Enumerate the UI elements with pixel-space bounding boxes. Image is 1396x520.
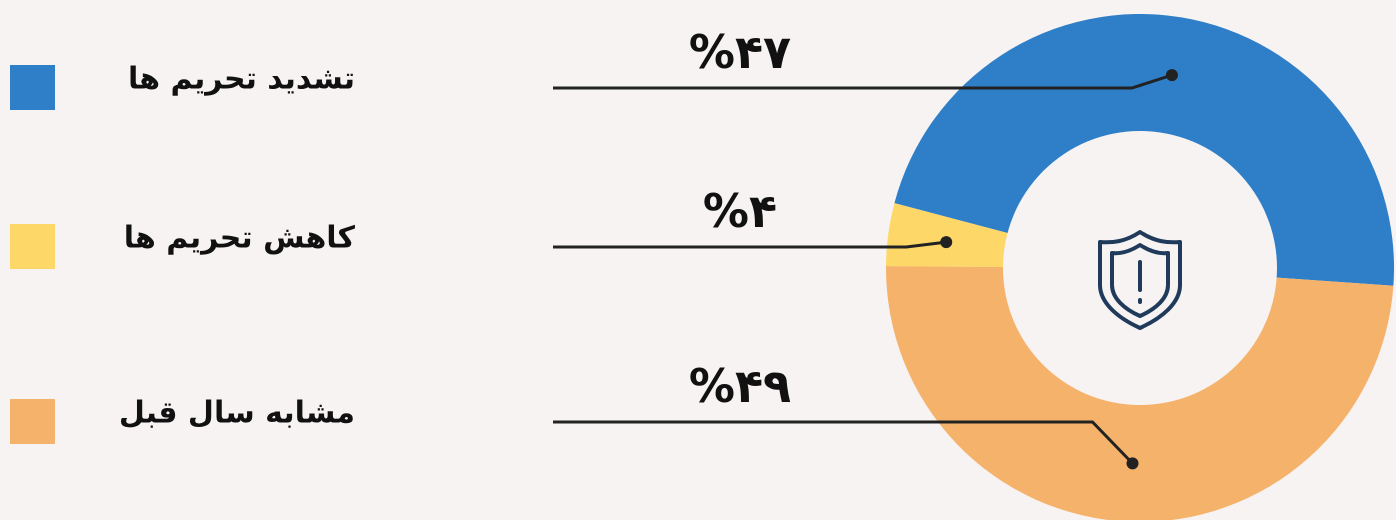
leader-dot xyxy=(1165,69,1178,82)
value-label: %۴۷ xyxy=(689,25,791,79)
shield-icon xyxy=(1098,230,1182,330)
legend-label: مشابه سال قبل xyxy=(119,396,355,431)
leader-line xyxy=(553,240,947,249)
legend-swatch xyxy=(10,224,55,269)
value-label: %۴۹ xyxy=(689,359,791,413)
legend-swatch xyxy=(10,65,55,110)
legend-label: کاهش تحریم ها xyxy=(124,221,356,256)
labels: %۴۷ تشدید تحریم ها %۴ کاهش تحریم ها %۴۹ مشابه… xyxy=(10,25,1178,470)
legend-swatch xyxy=(10,399,55,444)
leader-dot xyxy=(1126,457,1139,470)
value-label: %۴ xyxy=(703,184,777,238)
legend-label: تشدید تحریم ها xyxy=(128,62,355,97)
leader-line xyxy=(553,73,1173,90)
leader-dot xyxy=(940,236,953,249)
leader-line xyxy=(553,420,1134,465)
